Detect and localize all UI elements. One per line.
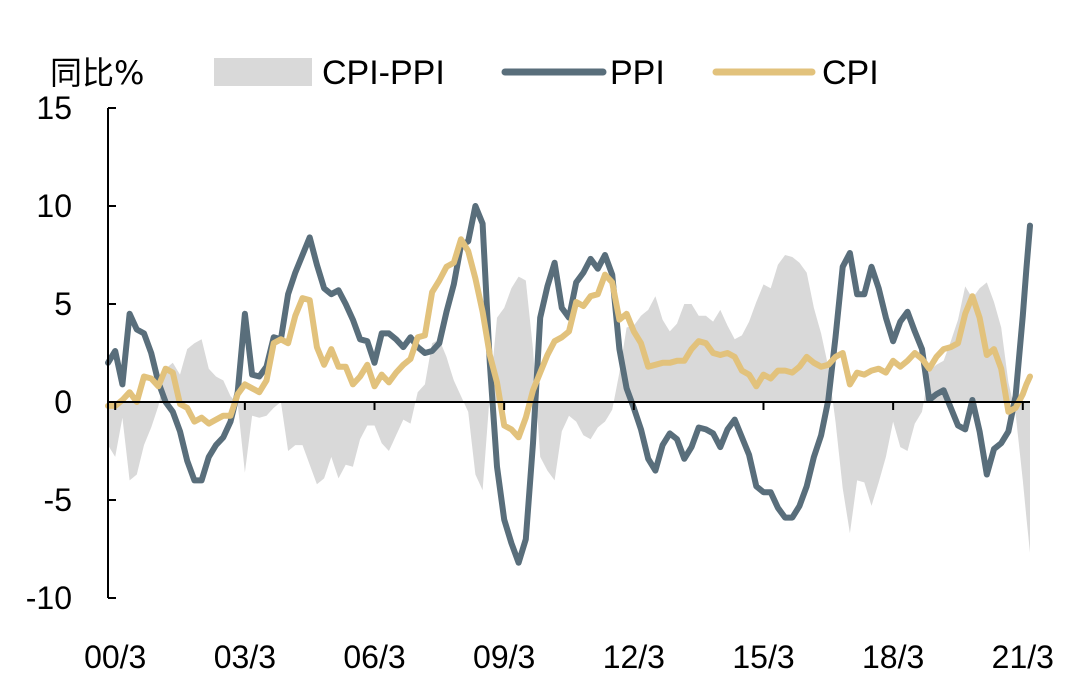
x-tick-label: 12/3 [603,639,665,675]
y-tick-label: -10 [26,580,72,616]
legend-label-cpi-ppi: CPI-PPI [322,54,445,92]
x-tick-label: 03/3 [214,639,276,675]
axes: 15 10 5 0 -5 -10 00/3 03/3 06/3 09/3 12/3 15/3 18/3 2… [26,90,1054,675]
legend: CPI-PPI PPI CPI [214,54,879,92]
series-area-cpi-ppi [108,255,1030,553]
x-tick-label: 06/3 [343,639,405,675]
legend-label-ppi: PPI [610,54,665,92]
y-tick-label: 15 [36,90,72,126]
x-tick-label: 00/3 [84,639,146,675]
y-axis-unit-label: 同比% [50,54,144,92]
plot-area [105,203,1033,566]
y-tick-label: -5 [44,482,72,518]
y-tick-label: 10 [36,188,72,224]
series-line-ppi [105,203,1033,566]
x-tick-label: 09/3 [473,639,535,675]
series-line-cpi [105,236,1033,441]
y-tick-label: 5 [54,286,72,322]
x-tick-label: 15/3 [732,639,794,675]
legend-swatch-cpi-ppi [214,58,312,86]
x-tick-label: 21/3 [992,639,1054,675]
legend-label-cpi: CPI [822,54,879,92]
y-tick-label: 0 [54,384,72,420]
x-tick-label: 18/3 [862,639,924,675]
